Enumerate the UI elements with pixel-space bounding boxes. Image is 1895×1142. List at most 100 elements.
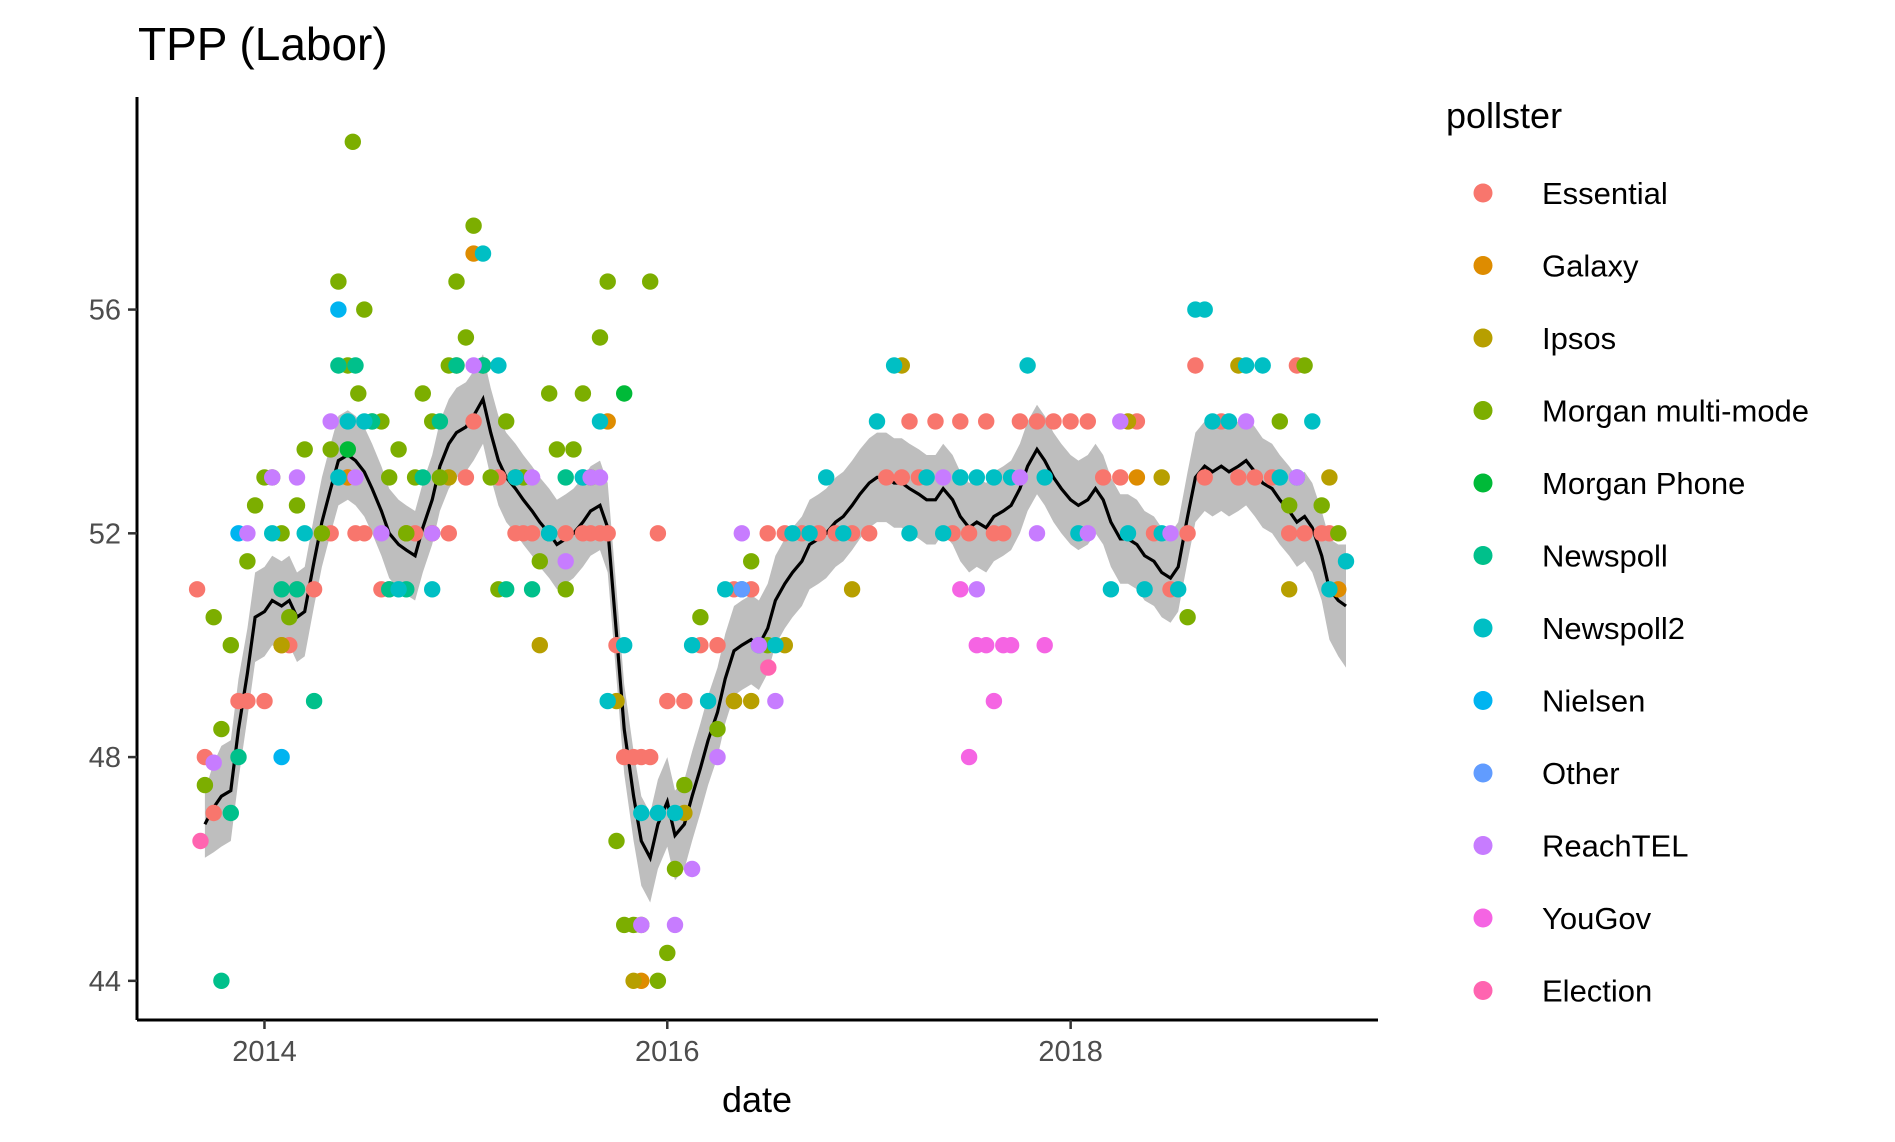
data-point bbox=[978, 413, 995, 430]
data-point bbox=[960, 748, 978, 766]
data-point bbox=[608, 832, 625, 850]
data-point bbox=[1296, 357, 1313, 374]
chart-title: TPP (Labor) bbox=[138, 18, 388, 70]
data-point bbox=[482, 469, 499, 486]
data-point bbox=[498, 413, 515, 430]
data-point bbox=[574, 385, 592, 402]
data-point bbox=[649, 804, 667, 822]
data-point bbox=[1002, 637, 1020, 654]
data-point bbox=[457, 329, 475, 346]
data-point bbox=[985, 692, 1003, 710]
data-point bbox=[1313, 497, 1330, 514]
data-point bbox=[1237, 413, 1255, 430]
data-point bbox=[465, 413, 482, 430]
data-point bbox=[1119, 525, 1137, 542]
data-point bbox=[507, 469, 524, 486]
axes: 44 48 52 56 2014 2016 2018 bbox=[89, 97, 1378, 1068]
data-point bbox=[296, 441, 313, 458]
data-point bbox=[1281, 525, 1298, 542]
data-point bbox=[743, 692, 760, 710]
data-point bbox=[531, 637, 548, 654]
data-point bbox=[1196, 301, 1213, 318]
data-point bbox=[1079, 413, 1097, 430]
data-point bbox=[490, 357, 507, 374]
legend-key bbox=[1473, 328, 1493, 348]
data-point bbox=[264, 525, 281, 542]
data-point bbox=[666, 860, 684, 878]
data-point bbox=[1028, 525, 1046, 542]
data-point bbox=[918, 469, 935, 486]
data-point bbox=[901, 413, 918, 430]
data-point bbox=[541, 525, 558, 542]
legend-label: Ipsos bbox=[1542, 321, 1616, 356]
data-point bbox=[531, 553, 548, 570]
legend-item-newspoll: Newspoll bbox=[1473, 539, 1668, 574]
data-point bbox=[1170, 581, 1187, 598]
data-point bbox=[523, 581, 541, 598]
legend-item-ipsos: Ipsos bbox=[1473, 321, 1616, 356]
data-point bbox=[305, 581, 323, 598]
data-point bbox=[339, 413, 356, 430]
data-point bbox=[733, 525, 750, 542]
data-point bbox=[373, 525, 390, 542]
data-point bbox=[431, 469, 449, 486]
legend-item-election: Election bbox=[1473, 974, 1652, 1009]
data-point bbox=[381, 469, 398, 486]
data-point bbox=[642, 748, 659, 766]
data-point bbox=[709, 748, 726, 766]
data-point bbox=[239, 525, 256, 542]
data-point bbox=[557, 469, 574, 486]
data-point bbox=[322, 413, 339, 430]
data-point bbox=[1237, 357, 1255, 374]
data-point bbox=[1204, 413, 1221, 430]
data-point bbox=[222, 637, 239, 654]
data-point bbox=[1112, 469, 1129, 486]
data-point bbox=[1330, 525, 1347, 542]
data-point bbox=[288, 497, 306, 514]
data-point bbox=[390, 581, 407, 598]
data-point bbox=[642, 273, 659, 290]
data-point bbox=[330, 273, 347, 290]
data-point bbox=[633, 804, 650, 822]
data-point bbox=[448, 357, 465, 374]
legend-label: Galaxy bbox=[1542, 249, 1639, 284]
data-point bbox=[256, 692, 273, 710]
data-point bbox=[985, 469, 1003, 486]
data-point bbox=[893, 469, 910, 486]
data-point bbox=[523, 525, 541, 542]
data-point bbox=[1179, 525, 1196, 542]
legend-label: Other bbox=[1542, 756, 1620, 791]
legend-item-other: Other bbox=[1473, 756, 1620, 791]
data-point bbox=[273, 748, 290, 766]
data-point bbox=[1196, 469, 1213, 486]
legend-key bbox=[1473, 836, 1493, 855]
data-point bbox=[350, 385, 367, 402]
data-point bbox=[557, 581, 574, 598]
data-point bbox=[659, 944, 676, 962]
data-point bbox=[709, 637, 726, 654]
data-point bbox=[344, 133, 361, 150]
data-point bbox=[935, 469, 952, 486]
data-point bbox=[616, 385, 633, 402]
data-point bbox=[616, 637, 633, 654]
data-point bbox=[1271, 413, 1289, 430]
data-point bbox=[1136, 581, 1153, 598]
data-point bbox=[356, 525, 373, 542]
legend-item-reachtel: ReachTEL bbox=[1473, 829, 1688, 864]
data-point bbox=[1246, 469, 1264, 486]
data-point bbox=[1019, 357, 1036, 374]
data-point bbox=[1036, 637, 1053, 654]
data-point bbox=[192, 832, 209, 850]
legend-item-newspoll2: Newspoll2 bbox=[1473, 611, 1685, 646]
data-point bbox=[213, 972, 230, 989]
legend-key bbox=[1473, 618, 1493, 638]
data-point bbox=[1271, 469, 1289, 486]
data-point bbox=[239, 692, 256, 710]
plot-area bbox=[188, 133, 1355, 989]
data-point bbox=[1230, 469, 1247, 486]
legend-item-morgan-multi-mode: Morgan multi-mode bbox=[1473, 394, 1809, 429]
data-point bbox=[1288, 469, 1306, 486]
data-point bbox=[414, 469, 431, 486]
data-point bbox=[725, 692, 743, 710]
data-point bbox=[1153, 469, 1170, 486]
